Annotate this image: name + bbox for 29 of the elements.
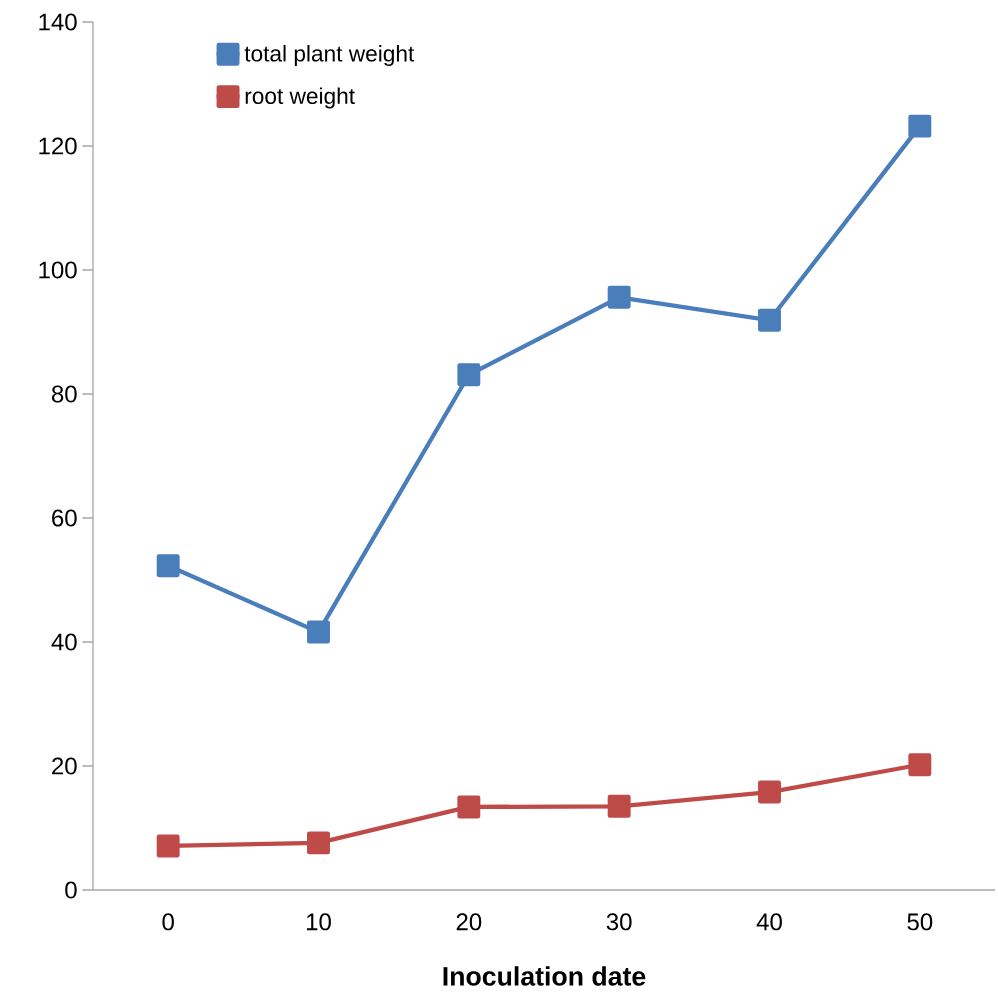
point [307, 831, 330, 855]
y-tick-label: 100 [39, 261, 77, 279]
point [156, 834, 180, 858]
x-tick-label: 0 [162, 913, 174, 931]
point [607, 794, 631, 818]
point [758, 780, 781, 804]
y-tick-label: 20 [52, 757, 77, 775]
legend-label: root weight [245, 87, 355, 109]
x-tick-label: 40 [756, 913, 782, 931]
point [457, 363, 481, 387]
point [457, 795, 481, 819]
x-axis-title: Inoculation date [443, 966, 646, 986]
x-tick-label: 50 [907, 913, 933, 931]
point [908, 114, 932, 138]
y-tick-label: 0 [65, 881, 77, 899]
x-tick-label: 20 [456, 913, 482, 931]
point [307, 620, 330, 644]
y-tick-label: 140 [39, 13, 77, 31]
y-tick-label: 80 [51, 385, 77, 403]
y-tick-label: 40 [51, 633, 77, 651]
point [607, 285, 631, 309]
y-tick-label: 60 [52, 509, 77, 527]
point [156, 554, 180, 578]
legend-label: total plant weight [244, 44, 415, 67]
x-tick-label: 30 [606, 913, 632, 931]
point [758, 308, 781, 332]
point [908, 753, 932, 777]
x-tick-label: 10 [306, 913, 331, 931]
y-tick-label: 120 [39, 137, 77, 155]
